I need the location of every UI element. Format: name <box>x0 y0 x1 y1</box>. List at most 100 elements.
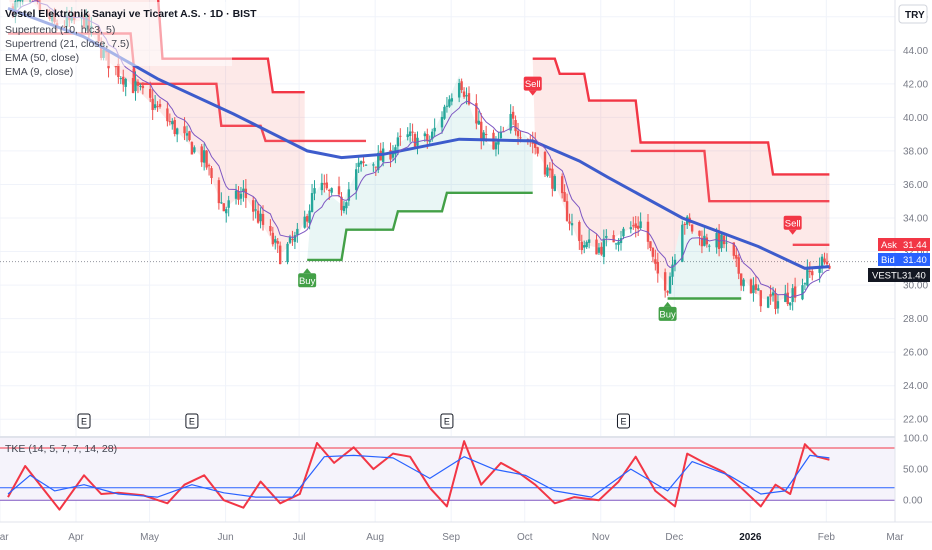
candle-body <box>597 247 601 253</box>
candle-body <box>475 103 478 124</box>
candle-body <box>708 245 711 247</box>
signal-sell-1[interactable]: Sell <box>523 76 542 96</box>
candle-body <box>256 210 260 223</box>
legend-supertrend-slow[interactable]: Supertrend (21, close, 7.5) <box>5 38 129 50</box>
candle-body <box>443 106 446 119</box>
signal-sell-3[interactable]: Sell <box>783 215 802 235</box>
candle-body <box>578 222 581 241</box>
candle-body <box>153 104 157 109</box>
price-tick-label: 28.00 <box>903 314 928 325</box>
candle-body <box>543 151 547 175</box>
signal-label: Buy <box>299 276 316 287</box>
time-tick-label: Sep <box>442 532 460 543</box>
candle-body <box>313 188 316 194</box>
candle-body <box>732 242 736 256</box>
candle-body <box>614 243 618 245</box>
oscillator-band <box>0 438 895 501</box>
candle-body <box>570 223 574 226</box>
time-tick-label: Dec <box>665 532 683 543</box>
candle-body <box>391 153 395 158</box>
time-tick-label: Mar <box>0 532 9 543</box>
legend-ema50[interactable]: EMA (50, close) <box>5 52 79 64</box>
earnings-event-1[interactable]: E <box>185 413 199 429</box>
candle-body <box>210 168 213 179</box>
candle-body <box>207 165 211 167</box>
earnings-event-0[interactable]: E <box>77 413 91 429</box>
candle-body <box>308 210 311 223</box>
candle-body <box>629 227 633 230</box>
price-tick-label: 30.00 <box>903 281 928 292</box>
candle-body <box>482 132 485 141</box>
candle-body <box>774 293 777 309</box>
candle-body <box>717 230 721 250</box>
candle-body <box>330 188 333 193</box>
candle-body <box>323 183 326 185</box>
candles <box>11 0 831 315</box>
price-tick-label: 38.00 <box>903 146 928 157</box>
pane-divider[interactable] <box>0 436 895 438</box>
time-axis[interactable]: Mar Apr May Jun Jul Aug Sep Oct Nov Dec 2026 Feb Mar <box>0 532 904 543</box>
candle-body <box>342 205 346 212</box>
candle-body <box>377 152 380 170</box>
signal-buy-2[interactable]: Buy <box>658 301 677 321</box>
candle-body <box>168 121 172 123</box>
candle-body <box>754 284 758 290</box>
legend-supertrend-fast[interactable]: Supertrend (10, hlc3, 5) <box>5 24 115 36</box>
candle-body <box>325 182 328 189</box>
candle-body <box>293 235 297 242</box>
candle-body <box>193 147 196 153</box>
signal-box <box>523 76 542 91</box>
symbol-tag: VESTL <box>872 271 902 282</box>
candle-body <box>739 273 743 286</box>
candle-body <box>808 270 812 272</box>
currency-button[interactable]: TRY <box>898 4 928 24</box>
candle-body <box>166 108 169 122</box>
ask-value: 31.44 <box>903 240 927 251</box>
candle-body <box>426 134 429 142</box>
candle-body <box>519 137 522 139</box>
legend-ema9[interactable]: EMA (9, close) <box>5 66 73 78</box>
candle-body <box>580 241 583 251</box>
candle-body <box>389 150 392 160</box>
tke-signal-line <box>7 454 830 498</box>
candle-body <box>668 276 672 294</box>
candle-body <box>431 131 434 140</box>
candle-body <box>173 120 176 135</box>
candle-body <box>136 81 140 86</box>
candle-body <box>720 234 723 249</box>
candle-body <box>766 296 770 308</box>
candle-body <box>234 190 238 199</box>
candle-body <box>771 292 775 296</box>
signal-buy-0[interactable]: Buy <box>298 268 317 288</box>
oscillator-title[interactable]: TKE (14, 5, 7, 7, 14, 28) <box>5 443 117 455</box>
candle-body <box>509 114 512 131</box>
earnings-event-2[interactable]: E <box>440 413 454 429</box>
candle-body <box>340 196 343 211</box>
candle-body <box>374 166 378 168</box>
candle-body <box>494 142 498 150</box>
candle-body <box>362 161 365 163</box>
supertrend-bull-line <box>307 191 533 262</box>
last-price-label: VESTL 31.40 <box>868 268 930 282</box>
candle-body <box>124 78 127 87</box>
price-axis[interactable]: 22.00 24.00 26.00 28.00 30.00 32.00 34.00 36.00… <box>903 12 928 425</box>
candle-body <box>548 168 552 171</box>
candle-body <box>634 223 637 228</box>
candle-body <box>225 209 228 214</box>
candle-body <box>789 302 792 306</box>
candle-body <box>276 241 279 244</box>
candle-body <box>553 176 557 191</box>
bull-fill <box>307 75 533 260</box>
candle-body <box>139 85 142 87</box>
candle-body <box>278 245 282 265</box>
candle-body <box>345 202 348 209</box>
candle-body <box>514 119 517 132</box>
candle-body <box>786 292 789 305</box>
earnings-event-3[interactable]: E <box>616 413 630 429</box>
oscillator-tick-label: 0.00 <box>903 496 923 507</box>
signal-pointer <box>303 268 312 274</box>
oscillator-axis[interactable]: 100.0 50.00 0.00 <box>903 434 928 507</box>
bid-value: 31.40 <box>903 255 927 266</box>
time-tick-label: Nov <box>592 532 610 543</box>
candle-body <box>244 188 248 199</box>
